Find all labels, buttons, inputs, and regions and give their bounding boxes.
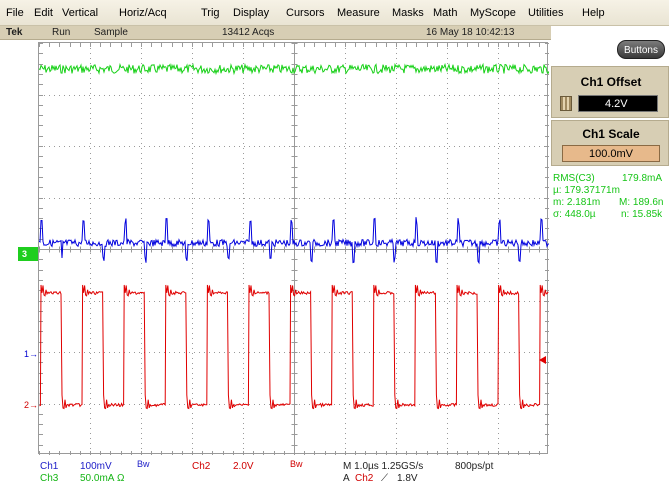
menu-utilities[interactable]: Utilities [528, 7, 564, 19]
ch1-offset-control: Ch1 Offset 4.2V [551, 66, 669, 118]
ch3-trace [39, 62, 549, 76]
trigger-a-label[interactable]: A [343, 473, 350, 484]
trigger-level-readout[interactable]: 1.8V [397, 473, 418, 484]
run-state: Run [52, 27, 71, 38]
ch2-bandwidth-icon: Bw [290, 459, 303, 469]
ch1-offset-input[interactable]: 4.2V [578, 95, 658, 112]
trigger-level-icon[interactable] [539, 356, 546, 364]
measurement-mean: µ: 179.37171m [553, 185, 620, 196]
waveform-display[interactable] [38, 42, 549, 455]
menu-math[interactable]: Math [433, 7, 458, 19]
grid [39, 43, 549, 455]
ch1-scale-input[interactable]: 100.0mV [562, 145, 660, 162]
menu-horiz-acq[interactable]: Horiz/Acq [119, 7, 167, 19]
menu-display[interactable]: Display [233, 7, 270, 19]
menu-cursors[interactable]: Cursors [286, 7, 325, 19]
menu-vertical[interactable]: Vertical [62, 7, 99, 19]
trigger-slope-icon: ⟋ [381, 473, 388, 484]
ch1-readout-label[interactable]: Ch1 [40, 461, 59, 472]
ch2-trace [39, 284, 549, 410]
measurement-count: n: 15.85k [621, 209, 663, 220]
record-length-readout[interactable]: 800ps/pt [455, 461, 494, 472]
ch1-scale-title: Ch1 Scale [582, 127, 640, 141]
ch2-marker-label: 2 [24, 400, 30, 410]
acq-count: 13412 Acqs [222, 27, 275, 38]
ch3-unit-icon: Ω [117, 473, 125, 484]
brand-label: Tek [6, 27, 23, 38]
knob-icon[interactable] [560, 96, 572, 111]
graticule [39, 43, 549, 455]
ch2-marker[interactable]: 2→ [24, 400, 39, 410]
ch2-readout-scale[interactable]: 2.0V [233, 461, 254, 472]
ch2-readout-label[interactable]: Ch2 [192, 461, 211, 472]
status-bar: Tek Run Sample 13412 Acqs 16 May 18 10:4… [0, 26, 551, 40]
ch1-trace [39, 217, 549, 265]
ch1-marker[interactable]: 1→ [24, 349, 39, 359]
measurement-std: σ: 448.0µ [553, 209, 596, 220]
measurement-name: RMS(C3) [553, 173, 595, 184]
menu-trig[interactable]: Trig [201, 7, 220, 19]
menu-bar: File Edit Vertical Horiz/Acq Trig Displa… [0, 0, 669, 26]
ch1-scale-control: Ch1 Scale 100.0mV [551, 120, 669, 166]
ch3-readout-label[interactable]: Ch3 [40, 473, 59, 484]
buttons-button[interactable]: Buttons [617, 40, 665, 59]
ch1-readout-scale[interactable]: 100mV [80, 461, 112, 472]
menu-myscope[interactable]: MyScope [470, 7, 516, 19]
ch3-readout-scale[interactable]: 50.0mA [80, 473, 115, 484]
menu-help[interactable]: Help [582, 7, 605, 19]
menu-measure[interactable]: Measure [337, 7, 380, 19]
measurement-max: M: 189.6n [619, 197, 664, 208]
datetime: 16 May 18 10:42:13 [426, 27, 515, 38]
ch1-offset-title: Ch1 Offset [580, 75, 642, 89]
trigger-source[interactable]: Ch2 [355, 473, 374, 484]
ch1-marker-label: 1 [24, 349, 30, 359]
menu-file[interactable]: File [6, 7, 24, 19]
measurement-value: 179.8mA [622, 173, 663, 184]
menu-masks[interactable]: Masks [392, 7, 424, 19]
measurement-min: m: 2.181m [553, 197, 601, 208]
ch3-marker[interactable]: 3 [18, 247, 38, 261]
channel-readout: Ch1 100mV Bw Ch2 2.0V Bw M 1.0µs 1.25GS/… [0, 456, 669, 492]
ch1-bandwidth-icon: Bw [137, 459, 150, 469]
menu-edit[interactable]: Edit [34, 7, 53, 19]
horizontal-readout[interactable]: M 1.0µs 1.25GS/s [343, 461, 424, 472]
acq-mode: Sample [94, 27, 128, 38]
